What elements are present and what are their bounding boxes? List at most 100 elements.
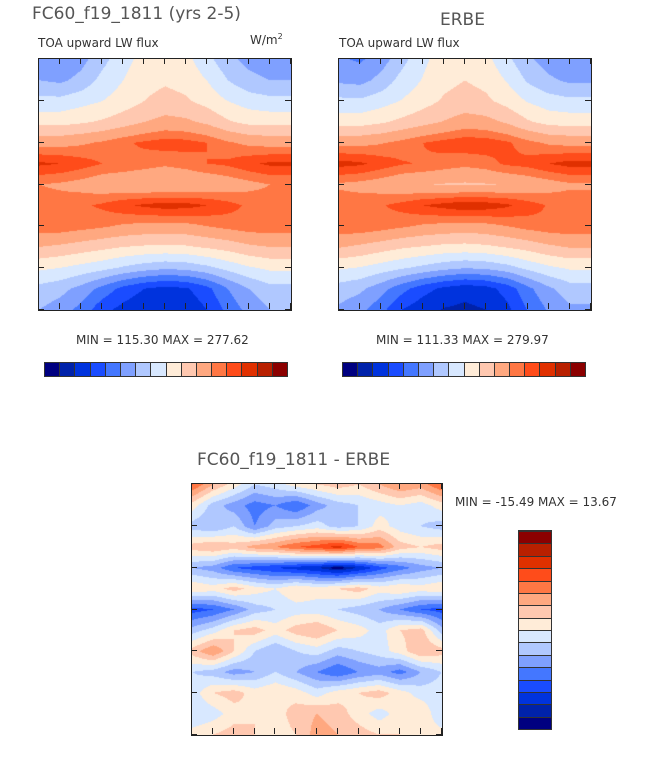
x-tick bbox=[227, 303, 228, 309]
y-tick bbox=[338, 141, 344, 143]
colorbar-swatch bbox=[519, 543, 551, 556]
colorbar-swatch bbox=[555, 363, 571, 376]
colorbar-swatch bbox=[60, 363, 76, 376]
colorbar-swatch bbox=[519, 531, 551, 544]
colorbar-swatch bbox=[166, 363, 182, 376]
x-tick bbox=[441, 483, 442, 489]
x-tick bbox=[378, 728, 380, 734]
x-tick bbox=[295, 483, 297, 489]
x-tick bbox=[80, 303, 81, 309]
y-tick bbox=[436, 483, 442, 484]
y-tick bbox=[285, 58, 291, 59]
x-tick bbox=[401, 58, 402, 64]
y-tick bbox=[338, 58, 344, 59]
colorbar-swatch bbox=[212, 363, 228, 376]
colorbar-swatch bbox=[75, 363, 91, 376]
x-tick bbox=[101, 303, 102, 309]
colorbar-swatch bbox=[90, 363, 106, 376]
colorbar-swatch bbox=[105, 363, 121, 376]
colorbar-swatch bbox=[519, 568, 551, 581]
y-tick bbox=[585, 141, 591, 143]
x-tick bbox=[122, 303, 123, 309]
x-tick bbox=[548, 303, 549, 309]
colorbar-swatch bbox=[464, 363, 480, 376]
colorbar-swatch bbox=[494, 363, 511, 376]
colorbar-swatch bbox=[257, 363, 273, 376]
x-tick bbox=[211, 728, 213, 734]
colorbar-swatch bbox=[151, 363, 167, 376]
y-tick bbox=[585, 183, 591, 185]
y-tick bbox=[436, 692, 442, 694]
colorbar-swatch bbox=[519, 630, 551, 643]
colorbar-swatch bbox=[343, 363, 359, 376]
colorbar-swatch bbox=[519, 592, 551, 606]
x-tick bbox=[569, 58, 570, 64]
colorbar-swatch bbox=[519, 667, 551, 680]
erbe-contour-plot bbox=[338, 58, 592, 311]
x-tick bbox=[506, 303, 507, 309]
colorbar-swatch bbox=[519, 716, 551, 729]
x-tick bbox=[206, 58, 207, 64]
x-tick bbox=[420, 728, 422, 734]
colorbar-swatch bbox=[540, 363, 556, 376]
colorbar-swatch bbox=[120, 363, 137, 376]
x-tick bbox=[143, 58, 144, 64]
colorbar-swatch bbox=[272, 363, 287, 376]
colorbar-swatch bbox=[479, 363, 495, 376]
x-tick bbox=[590, 303, 591, 309]
x-tick bbox=[401, 303, 402, 309]
colorbar-swatch bbox=[519, 704, 551, 717]
colorbar-swatch bbox=[570, 363, 585, 376]
x-tick bbox=[316, 728, 317, 734]
x-tick bbox=[101, 58, 102, 64]
colorbar-swatch bbox=[434, 363, 450, 376]
x-tick bbox=[274, 728, 276, 734]
x-tick bbox=[357, 483, 359, 489]
colorbar-swatch bbox=[519, 580, 551, 593]
left-subtitle: TOA upward LW flux bbox=[38, 36, 159, 50]
y-tick bbox=[191, 608, 197, 610]
colorbar-swatch bbox=[388, 363, 404, 376]
x-tick bbox=[443, 58, 444, 64]
colorbar-swatch bbox=[519, 617, 551, 630]
y-tick bbox=[191, 734, 197, 735]
y-tick bbox=[285, 225, 291, 227]
x-tick bbox=[336, 483, 338, 489]
colorbar-swatch bbox=[519, 605, 551, 618]
x-tick bbox=[38, 303, 39, 309]
difference-contour-plot bbox=[191, 483, 443, 736]
x-tick bbox=[316, 483, 317, 489]
x-tick bbox=[59, 58, 60, 64]
y-tick bbox=[38, 267, 44, 269]
y-tick bbox=[436, 566, 442, 568]
x-tick bbox=[420, 483, 422, 489]
x-tick bbox=[399, 483, 401, 489]
colorbar-swatch bbox=[181, 363, 197, 376]
y-tick bbox=[285, 309, 291, 310]
x-tick bbox=[485, 58, 486, 64]
colorbar-swatch bbox=[519, 555, 551, 569]
y-tick bbox=[38, 183, 44, 185]
y-tick bbox=[38, 58, 44, 59]
y-tick bbox=[191, 566, 197, 568]
right-title: ERBE bbox=[440, 10, 485, 30]
y-tick bbox=[436, 524, 442, 526]
x-tick bbox=[422, 58, 423, 64]
x-tick bbox=[569, 303, 570, 309]
x-tick bbox=[232, 728, 234, 734]
x-tick bbox=[378, 483, 380, 489]
x-tick bbox=[80, 58, 81, 64]
x-tick bbox=[38, 58, 39, 64]
y-tick bbox=[285, 99, 291, 101]
colorbar-swatch bbox=[242, 363, 258, 376]
y-tick bbox=[38, 141, 44, 143]
colorbar-swatch bbox=[45, 363, 61, 376]
x-tick bbox=[338, 58, 339, 64]
x-tick bbox=[185, 303, 186, 309]
colorbar-swatch bbox=[510, 363, 526, 376]
x-tick bbox=[338, 303, 339, 309]
erbe-colorbar bbox=[342, 362, 586, 377]
x-tick bbox=[336, 728, 338, 734]
y-tick bbox=[285, 183, 291, 185]
x-tick bbox=[295, 728, 297, 734]
